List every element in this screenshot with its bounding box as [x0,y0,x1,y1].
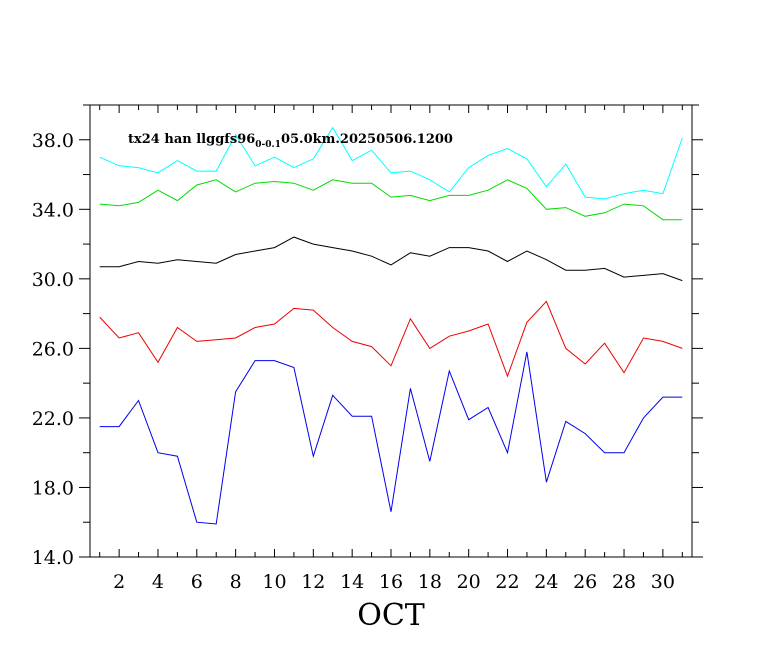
x-tick-label: 30 [651,571,675,593]
series-lines [99,126,683,525]
annotation-suffix: 05.0km.20250506.1200 [281,132,453,147]
y-tick-label: 38.0 [32,130,74,152]
y-tick-label: 14.0 [32,547,74,569]
x-tick-label: 18 [418,571,442,593]
series-line-5 [99,351,683,525]
x-tick-label: 12 [301,571,325,593]
x-tick-label: 14 [340,571,364,593]
series-line-1 [99,126,683,200]
y-tick-label: 34.0 [32,199,74,221]
series-line-4 [99,300,683,378]
annotation-subscript: 0-0.1 [255,140,281,150]
y-tick-label: 18.0 [32,477,74,499]
annotation-prefix: tx24 han llggfs96 [128,132,255,147]
x-tick-label: 28 [612,571,636,593]
tick-marks [79,104,703,558]
x-tick-label: 10 [262,571,286,593]
y-tick-label: 22.0 [32,408,74,430]
x-tick-label: 4 [152,571,164,593]
x-tick-label: 22 [495,571,519,593]
y-tick-labels: 14.0 18.0 22.0 26.0 30.0 34.0 38.0 [32,130,74,569]
x-tick-label: 26 [573,571,597,593]
x-axis-title: OCT [357,598,425,633]
x-tick-label: 8 [230,571,242,593]
series-line-2 [99,179,683,221]
x-tick-label: 16 [379,571,403,593]
x-tick-label: 2 [113,571,125,593]
y-tick-label: 26.0 [32,338,74,360]
annotation-label: tx24 han llggfs960-0.105.0km.20250506.12… [128,132,453,150]
series-line-3 [99,236,683,282]
x-tick-label: 20 [457,571,481,593]
x-tick-label: 6 [191,571,203,593]
x-tick-labels: 2 4 6 8 10 12 14 16 18 20 22 24 26 28 30 [113,571,675,593]
y-tick-label: 30.0 [32,269,74,291]
x-tick-label: 24 [534,571,558,593]
